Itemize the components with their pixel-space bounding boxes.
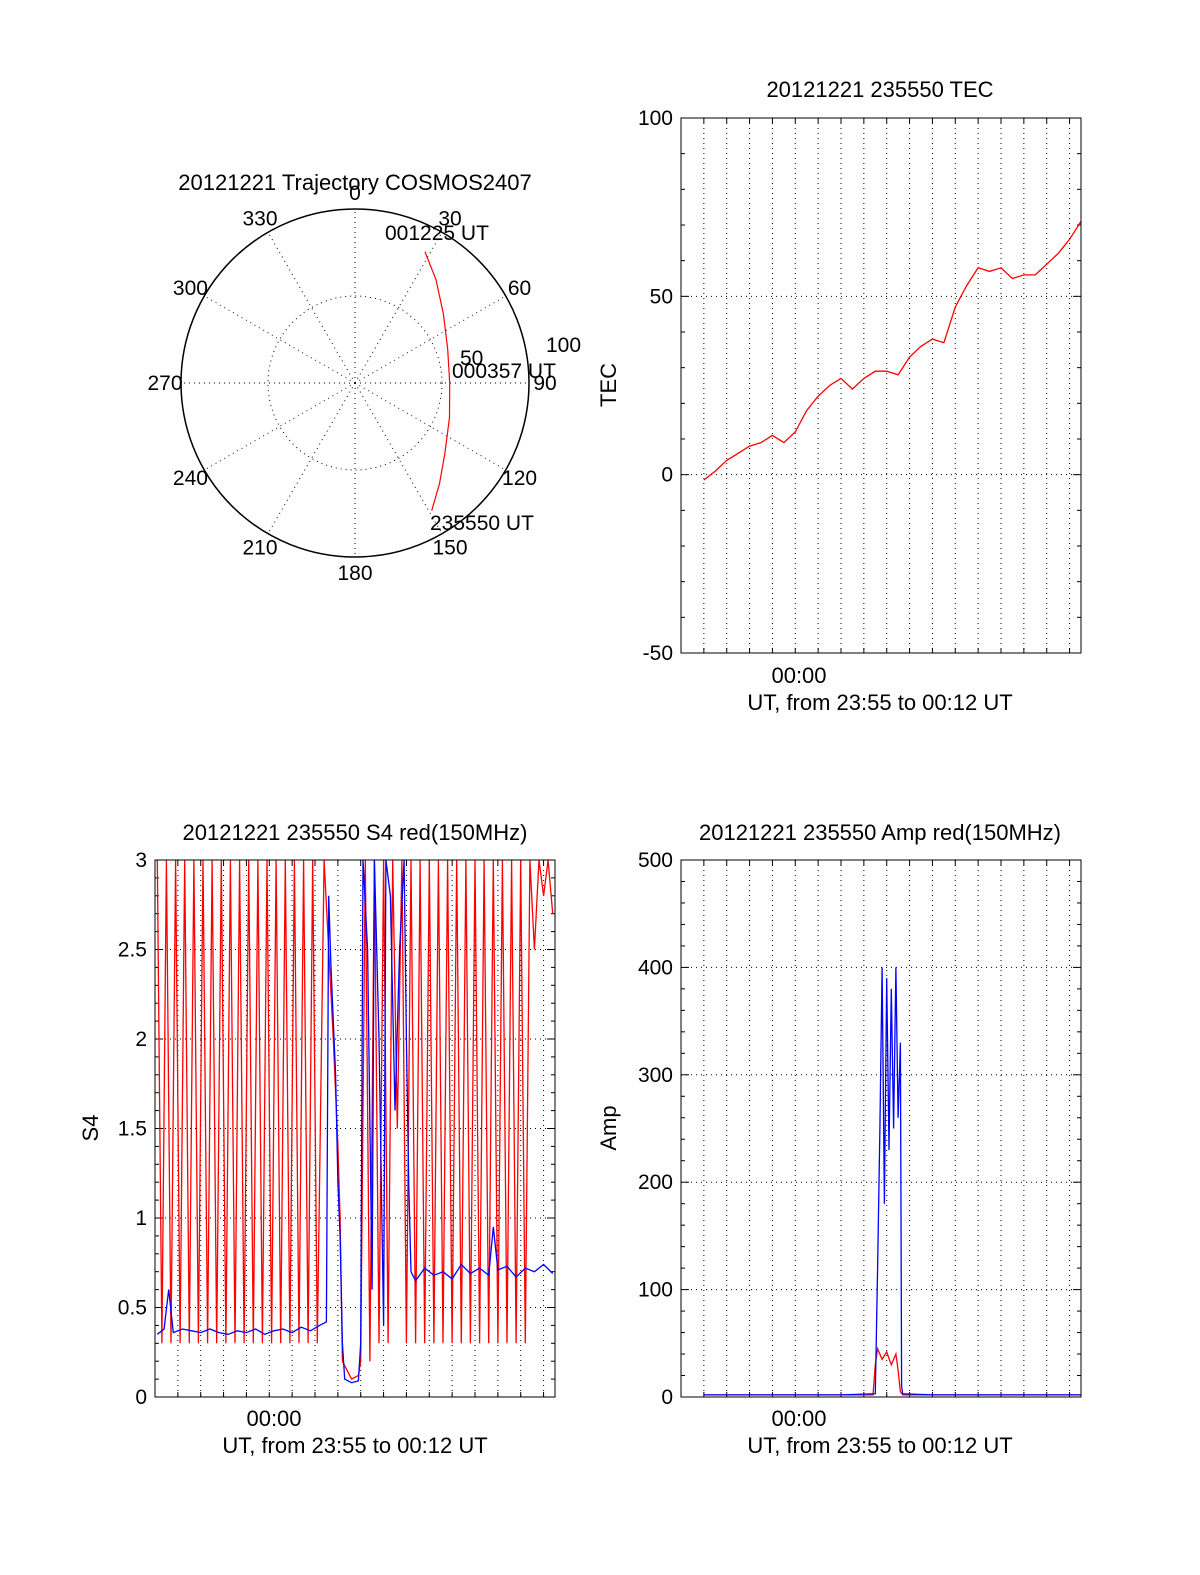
amp-panel: 20121221 235550 Amp red(150MHz) Amp UT, … [596,820,1082,1458]
polar-angle-labels: 0 30 60 90 120 150 180 210 240 270 300 330 [147,182,556,585]
s4-xlabel: UT, from 23:55 to 00:12 UT [222,1433,487,1458]
polar-title: 20121221 Trajectory COSMOS2407 [178,170,531,195]
polar-spoke-150 [354,382,443,534]
polar-angle-label-120: 120 [502,467,537,490]
s4-y-tick-label: 2.5 [118,939,147,962]
s4-title: 20121221 235550 S4 red(150MHz) [183,820,528,845]
s4-plot-frame [154,859,556,1398]
s4-ylabel: S4 [78,1115,103,1142]
amp-y-tick-label: 100 [638,1279,673,1302]
polar-ring-inner [267,295,443,471]
amp-title: 20121221 235550 Amp red(150MHz) [699,820,1061,845]
polar-angle-label-210: 210 [242,537,277,560]
tec-plot-frame [680,117,1082,654]
amp-y-tick-label: 400 [638,956,673,979]
s4-y-tick-label: 1 [135,1207,147,1230]
trajectory-line [424,251,451,511]
tec-panel: 20121221 235550 TEC TEC UT, from 23:55 t… [596,77,1082,715]
s4-panel: 20121221 235550 S4 red(150MHz) S4 UT, fr… [78,820,556,1458]
polar-angle-label-150: 150 [432,537,467,560]
polar-angle-label-90: 90 [533,372,556,395]
amp-x-tick-label: 00:00 [771,1406,826,1431]
s4-grid [155,860,555,1397]
amp-grid [681,860,1081,1397]
s4-x-tick-label: 00:00 [246,1406,301,1431]
tec-y-tick-label: 100 [638,107,673,130]
polar-grid [181,209,529,557]
amp-y-tick-label: 300 [638,1064,673,1087]
tec-xlabel: UT, from 23:55 to 00:12 UT [747,690,1012,715]
trajectory-start-label: 235550 UT [430,512,534,535]
amp-y-tick-label: 200 [638,1171,673,1194]
polar-spoke-330 [267,232,356,384]
polar-outer-circle [180,208,530,558]
polar-angle-label-330: 330 [242,207,277,230]
polar-spoke-210 [267,382,356,534]
s4-y-tick-label: 0 [135,1386,147,1409]
tec-ylabel: TEC [596,363,621,407]
tec-series-0 [703,221,1082,481]
tec-title: 20121221 235550 TEC [766,77,993,102]
s4-y-ticks: 0 0.5 1 1.5 2 2.5 3 [118,849,555,1409]
amp-plot-frame [680,859,1082,1398]
amp-series-1 [703,967,1081,1396]
tec-y-ticks: -50 0 50 100 [638,107,1081,665]
s4-y-tick-label: 2 [135,1028,147,1051]
tec-grid [681,118,1081,653]
s4-series-0 [156,859,554,1380]
polar-angle-label-270: 270 [147,372,182,395]
s4-series [156,859,554,1384]
amp-y-ticks: 0 100 200 300 400 500 [638,849,1081,1409]
tec-series [703,221,1082,481]
polar-spoke-120 [354,382,506,471]
tec-y-tick-label: 50 [650,285,673,308]
trajectory-mid-label: 000357 UT [452,360,556,383]
polar-spoke-60 [354,295,506,384]
amp-y-tick-label: 0 [661,1386,673,1409]
amp-y-tick-label: 500 [638,849,673,872]
polar-spoke-240 [204,382,356,471]
polar-radius-label-50: 50 [460,347,483,370]
polar-spoke-300 [204,295,356,384]
tec-y-tick-label: -50 [643,642,673,665]
s4-y-tick-label: 3 [135,849,147,872]
s4-series-1 [156,859,554,1384]
amp-series-0 [703,1346,1081,1396]
polar-angle-label-180: 180 [337,562,372,585]
polar-angle-label-0: 0 [349,182,361,205]
polar-spoke-30 [354,232,443,384]
polar-radius-label-100: 100 [546,334,581,357]
tec-y-tick-label: 0 [661,464,673,487]
amp-xlabel: UT, from 23:55 to 00:12 UT [747,1433,1012,1458]
amp-series [703,967,1081,1396]
trajectory-end-label: 001225 UT [385,222,489,245]
polar-angle-label-300: 300 [173,277,208,300]
s4-y-tick-label: 0.5 [118,1297,147,1320]
polar-angle-label-60: 60 [508,277,531,300]
polar-angle-label-240: 240 [173,467,208,490]
trajectory-polar-plot: 20121221 Trajectory COSMOS2407 0 30 60 90 12… [147,170,581,585]
amp-ylabel: Amp [596,1105,621,1150]
polar-angle-label-30: 30 [438,207,461,230]
tec-x-tick-label: 00:00 [771,663,826,688]
s4-y-tick-label: 1.5 [118,1118,147,1141]
